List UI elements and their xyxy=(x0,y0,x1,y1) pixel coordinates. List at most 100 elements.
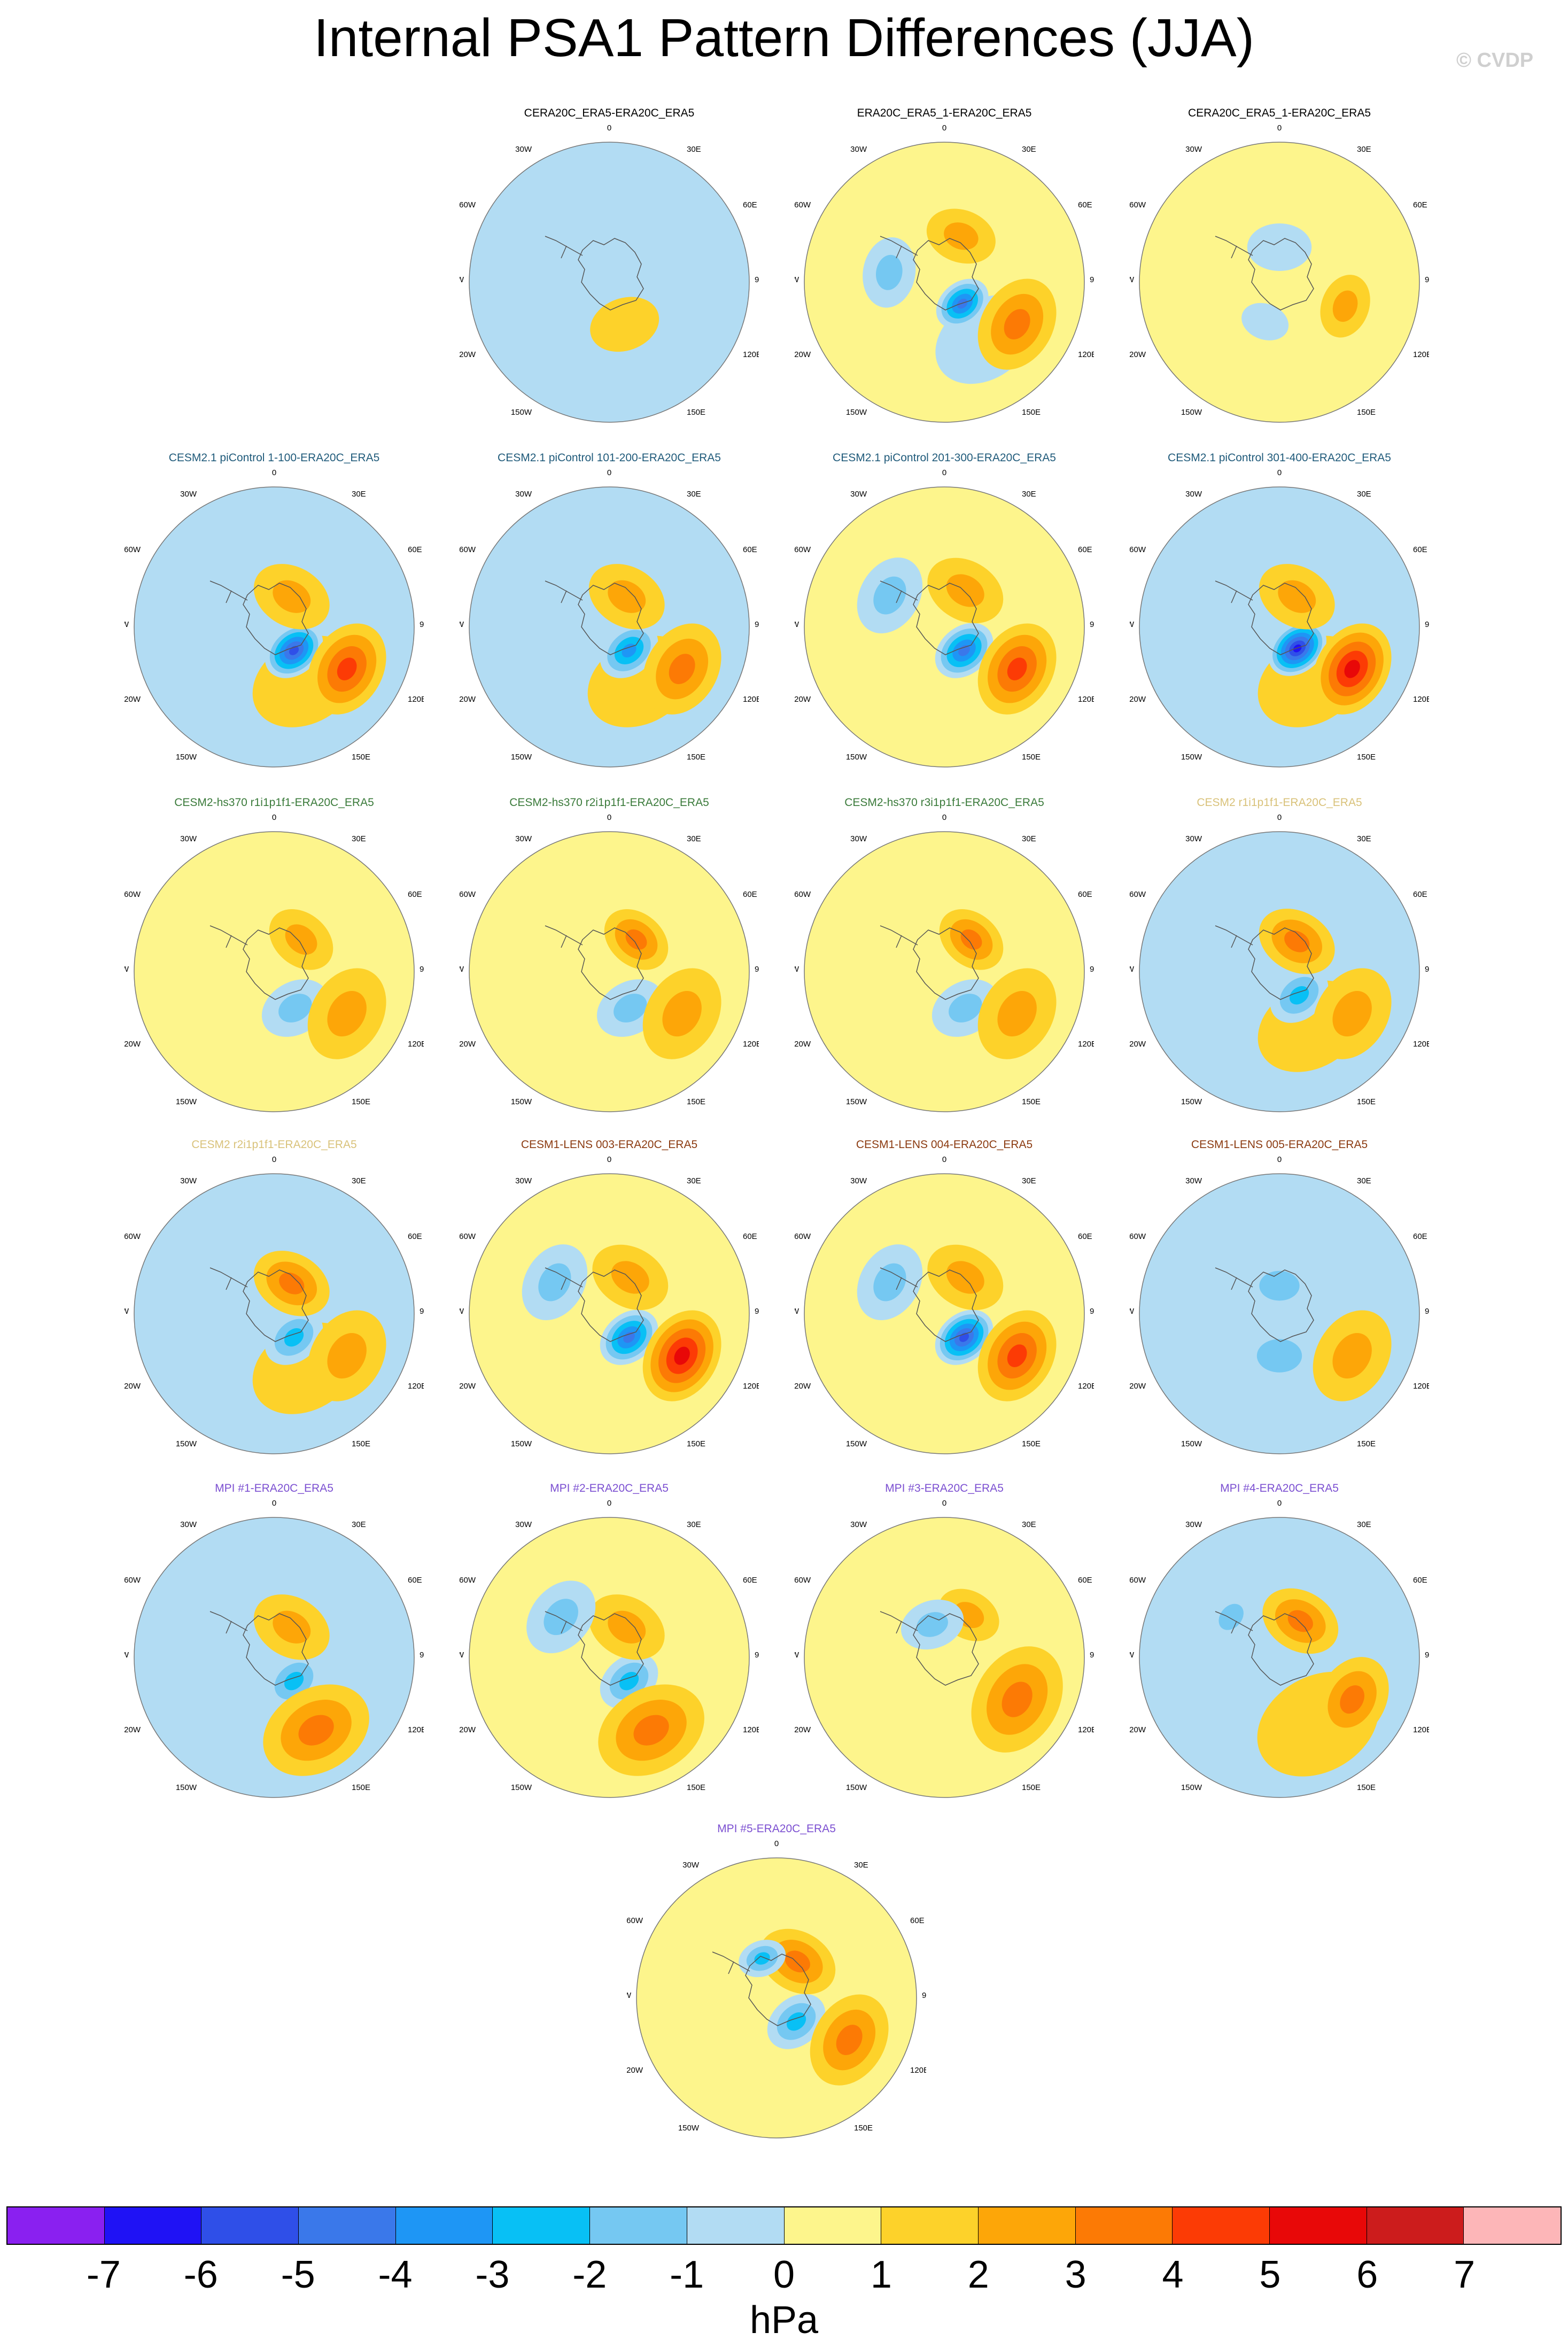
panel-title: CESM2.1 piControl 301-400-ERA20C_ERA5 xyxy=(1168,452,1391,464)
anomaly-contour xyxy=(1007,1344,1027,1367)
longitude-label: 30W xyxy=(515,834,532,843)
longitude-label: 30E xyxy=(1022,834,1036,843)
antarctica-coastline xyxy=(913,1613,979,1686)
longitude-label: 120W xyxy=(125,1725,141,1734)
longitude-label: 90E xyxy=(1425,275,1429,284)
longitude-label: 60E xyxy=(1078,890,1092,899)
longitude-label: 60W xyxy=(627,1916,643,1925)
polar-map: 0 30W 30E 60W 60E 90W 90E 120W 120E 150W 150E 180 xyxy=(795,123,1094,432)
anomaly-contour xyxy=(611,1261,649,1294)
anomaly-contour xyxy=(785,1950,810,1973)
map-background-field xyxy=(804,1174,1084,1454)
map-background-field xyxy=(1139,142,1419,422)
longitude-label: 150W xyxy=(846,1783,867,1792)
map-panel: MPI #3-ERA20C_ERA5 0 30W 30E 60W 60E 90W 90E 120… xyxy=(795,1482,1094,1807)
longitude-label: 90E xyxy=(420,965,424,974)
longitude-label: 120W xyxy=(1130,1382,1146,1391)
map-panel: CESM2-hs370 r3i1p1f1-ERA20C_ERA5 0 30W 30E 6… xyxy=(795,796,1094,1121)
map-background-field xyxy=(1139,832,1419,1112)
map-background-field xyxy=(1139,487,1419,767)
longitude-label: 180 xyxy=(937,1462,951,1463)
anomaly-contour xyxy=(1287,1610,1313,1632)
map-panel: CESM2-hs370 r2i1p1f1-ERA20C_ERA5 0 30W 30E 6… xyxy=(460,796,759,1121)
longitude-label: 120W xyxy=(1130,695,1146,704)
map-background-field xyxy=(134,487,414,767)
longitude-label: 150E xyxy=(1357,1097,1376,1106)
longitude-label: 30E xyxy=(1022,1520,1036,1529)
colorbar-swatch xyxy=(493,2207,591,2244)
map-panel: CESM2.1 piControl 201-300-ERA20C_ERA5 0 30… xyxy=(795,452,1094,777)
panel-title: MPI #5-ERA20C_ERA5 xyxy=(717,1823,836,1835)
panel-title: CESM2.1 piControl 201-300-ERA20C_ERA5 xyxy=(833,452,1056,464)
antarctica-coastline xyxy=(578,1269,644,1342)
colorbar-swatch xyxy=(299,2207,396,2244)
map-background-field xyxy=(469,142,749,422)
anomaly-contour xyxy=(917,1612,948,1637)
panel-title: CESM2-hs370 r3i1p1f1-ERA20C_ERA5 xyxy=(844,796,1044,809)
longitude-label: 60E xyxy=(1413,890,1427,899)
longitude-label: 180 xyxy=(937,1805,951,1807)
colorbar-swatch xyxy=(1075,2207,1173,2244)
longitude-label: 150E xyxy=(1357,1783,1376,1792)
watermark: © CVDP xyxy=(1456,49,1534,72)
anomaly-contour xyxy=(997,991,1037,1037)
anomaly-contour xyxy=(608,1610,646,1644)
colorbar-swatch xyxy=(978,2207,1076,2244)
longitude-label: 30W xyxy=(850,1520,867,1529)
longitude-label: 90W xyxy=(125,1307,129,1316)
antarctica-coastline xyxy=(1248,1269,1314,1342)
longitude-label: 120E xyxy=(1413,1382,1429,1391)
longitude-label: 60E xyxy=(743,200,757,210)
longitude-label: 120W xyxy=(460,1040,476,1049)
antarctica-coastline xyxy=(1248,583,1314,655)
longitude-label: 0 xyxy=(942,123,946,133)
longitude-label: 90W xyxy=(125,620,129,629)
map-background-field xyxy=(134,832,414,1112)
map-boundary xyxy=(1139,486,1420,768)
south-america-coastline xyxy=(209,1611,248,1634)
longitude-label: 90W xyxy=(125,965,129,974)
longitude-label: 30W xyxy=(515,1520,532,1529)
longitude-label: 0 xyxy=(942,1155,946,1164)
map-boundary xyxy=(134,486,415,768)
anomaly-contour xyxy=(538,1263,571,1301)
longitude-label: 150W xyxy=(678,2124,700,2133)
longitude-label: 90W xyxy=(460,1307,464,1316)
colorbar-tick-label: -3 xyxy=(475,2253,510,2296)
longitude-label: 150E xyxy=(1357,753,1376,762)
longitude-label: 150W xyxy=(176,1097,197,1106)
longitude-label: 90E xyxy=(1090,1307,1094,1316)
longitude-label: 150E xyxy=(1022,753,1041,762)
longitude-label: 30E xyxy=(1357,1520,1371,1529)
longitude-label: 0 xyxy=(607,1155,611,1164)
longitude-label: 60E xyxy=(743,545,757,554)
map-boundary xyxy=(469,1517,750,1798)
longitude-label: 90W xyxy=(627,1991,632,2000)
map-boundary xyxy=(134,831,415,1112)
longitude-label: 150E xyxy=(1022,1783,1041,1792)
polar-map: 0 30W 30E 60W 60E 90W 90E 120W 120E 150W 150E 180 xyxy=(795,1499,1094,1807)
longitude-label: 120W xyxy=(627,2066,643,2075)
anomaly-contour xyxy=(285,924,317,955)
longitude-label: 30E xyxy=(687,490,701,499)
longitude-label: 180 xyxy=(1272,775,1286,777)
longitude-label: 120E xyxy=(408,1725,424,1734)
longitude-label: 180 xyxy=(267,1462,281,1463)
polar-map: 0 30W 30E 60W 60E 90W 90E 120W 120E 150W 150E 180 xyxy=(795,1155,1094,1463)
panel-title: MPI #2-ERA20C_ERA5 xyxy=(550,1482,669,1494)
map-panel: CESM2.1 piControl 301-400-ERA20C_ERA5 0 30… xyxy=(1130,452,1429,777)
map-panel: CESM2 r2i1p1f1-ERA20C_ERA5 0 30W 30E 60W 60E 9… xyxy=(125,1138,424,1463)
longitude-label: 30E xyxy=(1022,145,1036,154)
longitude-label: 120W xyxy=(125,695,141,704)
map-boundary xyxy=(469,1173,750,1454)
longitude-label: 150W xyxy=(846,753,867,762)
anomaly-contour xyxy=(669,654,695,684)
longitude-label: 30W xyxy=(1185,145,1202,154)
anomaly-contour xyxy=(875,254,903,290)
longitude-label: 150E xyxy=(687,1439,705,1448)
south-america-coastline xyxy=(545,1611,583,1634)
antarctica-coastline xyxy=(243,927,309,1000)
longitude-label: 180 xyxy=(602,1805,616,1807)
anomaly-contour xyxy=(1007,657,1027,680)
panel-title: CESM1-LENS 004-ERA20C_ERA5 xyxy=(856,1138,1033,1151)
